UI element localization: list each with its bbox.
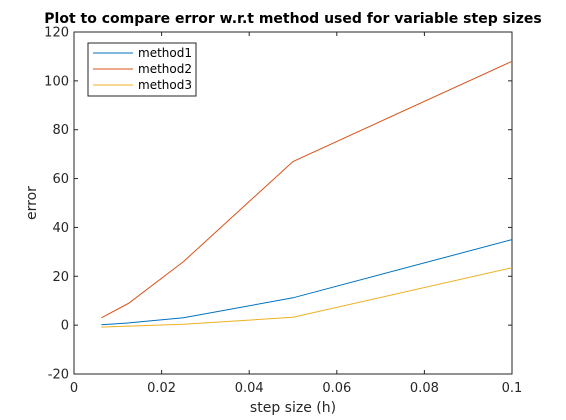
y-tick-label: 40	[52, 221, 69, 236]
x-tick-label: 0.04	[235, 381, 264, 396]
y-tick-label: 60	[52, 172, 69, 187]
x-tick-label: 0.08	[410, 381, 439, 396]
legend: method1 method2 method3	[87, 42, 197, 97]
x-tick-label: 0	[70, 381, 78, 396]
series-line-method1	[101, 239, 513, 326]
series-line-method3	[101, 267, 513, 328]
legend-label-method3: method3	[138, 78, 192, 92]
x-axis-label: step size (h)	[250, 400, 336, 416]
legend-label-method1: method1	[138, 46, 192, 60]
y-tick-label: 80	[52, 123, 69, 138]
legend-label-method2: method2	[138, 62, 192, 76]
x-tick-label: 0.1	[502, 381, 523, 396]
y-tick-label: 100	[44, 74, 69, 89]
y-axis-label: error	[24, 186, 40, 220]
x-tick-label: 0.02	[147, 381, 176, 396]
series-line-method2	[101, 60, 513, 319]
y-tick-label: 0	[61, 319, 69, 334]
chart-title: Plot to compare error w.r.t method used …	[44, 11, 541, 27]
y-tick-label: -20	[48, 368, 69, 383]
y-tick-label: 20	[52, 270, 69, 285]
x-tick-label: 0.06	[322, 381, 351, 396]
series-lines	[101, 60, 513, 328]
y-tick-label: 120	[44, 26, 69, 41]
